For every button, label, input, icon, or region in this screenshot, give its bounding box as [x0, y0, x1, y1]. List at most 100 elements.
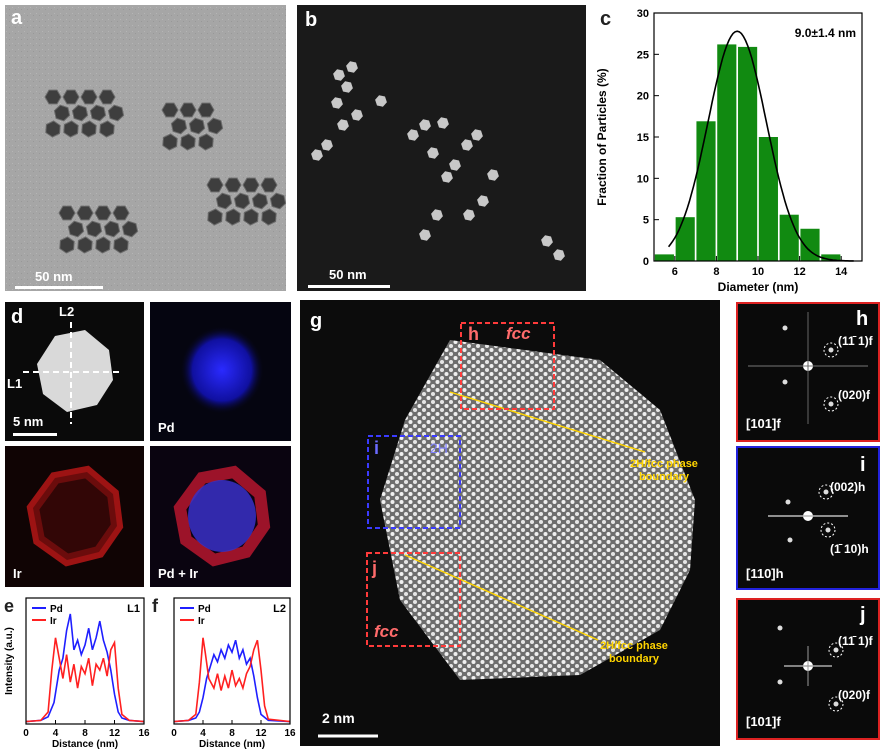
y-tick-label: 20	[637, 91, 649, 103]
tem-particle	[103, 220, 121, 238]
tem-particle	[81, 120, 97, 138]
phase-boundary-upper	[449, 391, 646, 453]
tem-particle	[260, 177, 278, 193]
haadf-particle	[431, 209, 443, 221]
tem-particle	[233, 192, 251, 210]
tem-particle	[188, 117, 206, 135]
haadf-particle	[407, 129, 419, 141]
panel-d-ir-map: Ir	[5, 446, 144, 587]
histogram-bar	[717, 44, 737, 262]
x-tick-label: 12	[109, 728, 121, 739]
tem-particle	[59, 236, 75, 254]
tem-particle	[62, 89, 80, 105]
x-tick-label: 6	[672, 266, 678, 278]
panel-d-label: d	[11, 306, 24, 328]
panel-i-zone: [110]h	[746, 566, 784, 581]
tem-particle	[71, 104, 89, 122]
panel-d-scalebar-text: 5 nm	[13, 414, 44, 429]
haadf-particle	[337, 119, 349, 131]
tem-particle	[113, 236, 129, 254]
boundary-label-upper-line1: 2H/fcc phase	[630, 458, 698, 470]
panel-g-hrstem-image: g h fcc i 2H j fcc 2H/fcc phase boundary…	[300, 300, 720, 746]
nanocrystal-lattice	[380, 340, 695, 680]
haadf-particle	[321, 139, 333, 151]
panel-h-zone: [101]f	[746, 416, 781, 431]
phase-boundary-lower	[404, 554, 599, 641]
tem-particle	[179, 102, 197, 118]
boundary-label-lower-line2: boundary	[608, 653, 660, 665]
panel-j-fft: j (11̄ 1)f (020)f [101]f	[736, 598, 880, 740]
tem-particle	[225, 208, 241, 226]
panel-c-label: c	[600, 8, 611, 30]
ir-map-label: Ir	[13, 566, 22, 581]
tem-particle	[243, 208, 259, 226]
tem-particle	[53, 104, 71, 122]
haadf-particle	[333, 69, 345, 81]
panel-a-scalebar	[15, 286, 103, 289]
histogram-bar	[800, 228, 820, 261]
x-tick-label: 8	[713, 266, 719, 278]
tem-particle	[95, 236, 111, 254]
panel-j-zone: [101]f	[746, 714, 781, 729]
x-tick-label: 16	[138, 728, 150, 739]
tem-particle	[261, 208, 277, 226]
haadf-particle	[419, 229, 431, 241]
tem-particle	[206, 177, 224, 193]
boundary-label-upper-line2: boundary	[638, 471, 690, 483]
panel-a-tem-image: a 50 nm	[5, 5, 286, 291]
x-axis-label: Distance (nm)	[199, 739, 265, 749]
tem-particle	[76, 205, 94, 221]
profile-line-pd	[25, 613, 145, 723]
legend-label: Ir	[50, 616, 57, 627]
tem-particle	[215, 192, 233, 210]
gaussian-fit-curve	[667, 30, 854, 262]
overlay-map-label: Pd + Ir	[158, 566, 199, 581]
histogram-bar	[654, 254, 674, 261]
x-tick-label: 10	[752, 266, 764, 278]
pd-map-label: Pd	[158, 420, 175, 435]
x-tick-label: 12	[793, 266, 805, 278]
tem-particle	[161, 102, 179, 118]
panel-b-scalebar-text: 50 nm	[329, 267, 367, 282]
boundary-label-lower-line1: 2H/fcc phase	[600, 640, 668, 652]
x-tick-label: 14	[835, 266, 848, 278]
histogram-bar	[821, 254, 841, 261]
x-tick-label: 0	[23, 728, 29, 739]
panel-d-scalebar	[13, 433, 57, 436]
y-tick-label: 10	[637, 173, 649, 185]
panel-i-spot2: (1̄ 10)h	[830, 542, 869, 556]
legend-label: Pd	[198, 604, 211, 615]
haadf-particle	[311, 149, 323, 161]
panel-h-spot2: (020)f	[838, 388, 871, 402]
profile-line-pd	[173, 639, 291, 723]
haadf-particle	[461, 139, 473, 151]
tem-particle	[58, 205, 76, 221]
haadf-nanoparticles	[311, 61, 565, 261]
histogram-bar	[779, 214, 799, 261]
profile-title: L2	[273, 603, 286, 615]
plot-frame	[25, 597, 145, 725]
panel-b-label: b	[305, 9, 318, 31]
y-tick-label: 5	[643, 215, 649, 227]
box-i	[367, 435, 461, 529]
tem-particle	[121, 220, 139, 238]
tem-particle	[206, 117, 224, 135]
panel-i-label: i	[860, 454, 866, 476]
profile-line-ir	[173, 637, 291, 723]
histogram-bar	[758, 137, 778, 261]
box-j-label: j	[372, 558, 378, 578]
panel-j-spot2: (020)f	[838, 688, 871, 702]
panel-j-label: j	[860, 604, 866, 626]
panel-h-label: h	[856, 308, 869, 330]
tem-particle	[242, 177, 260, 193]
profile-title: L1	[127, 603, 140, 615]
histogram-bar	[738, 46, 758, 261]
tem-nanoparticles	[5, 5, 286, 291]
tem-particle	[98, 89, 116, 105]
tem-particle	[77, 236, 93, 254]
box-i-phase: 2H	[430, 440, 448, 456]
tem-particle	[269, 192, 286, 210]
tem-particle	[80, 89, 98, 105]
histogram-bar	[696, 121, 716, 261]
panel-d-pd-map: Pd	[150, 302, 291, 441]
